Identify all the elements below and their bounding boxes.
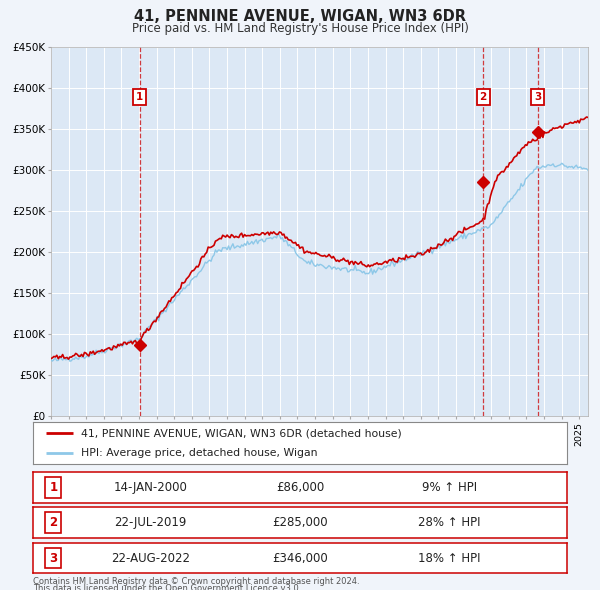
Text: 2: 2 xyxy=(49,516,58,529)
Text: 14-JAN-2000: 14-JAN-2000 xyxy=(113,481,187,494)
Text: £285,000: £285,000 xyxy=(272,516,328,529)
Text: £346,000: £346,000 xyxy=(272,552,328,565)
Text: Contains HM Land Registry data © Crown copyright and database right 2024.: Contains HM Land Registry data © Crown c… xyxy=(33,577,359,586)
Text: 9% ↑ HPI: 9% ↑ HPI xyxy=(422,481,477,494)
Text: 1: 1 xyxy=(136,92,143,102)
Text: 22-AUG-2022: 22-AUG-2022 xyxy=(111,552,190,565)
Text: This data is licensed under the Open Government Licence v3.0.: This data is licensed under the Open Gov… xyxy=(33,584,301,590)
Text: 22-JUL-2019: 22-JUL-2019 xyxy=(114,516,187,529)
Text: 3: 3 xyxy=(49,552,58,565)
Text: 2: 2 xyxy=(479,92,487,102)
Text: £86,000: £86,000 xyxy=(276,481,324,494)
Text: Price paid vs. HM Land Registry's House Price Index (HPI): Price paid vs. HM Land Registry's House … xyxy=(131,22,469,35)
Text: 28% ↑ HPI: 28% ↑ HPI xyxy=(418,516,481,529)
Text: 3: 3 xyxy=(534,92,541,102)
Text: 1: 1 xyxy=(49,481,58,494)
Text: 18% ↑ HPI: 18% ↑ HPI xyxy=(418,552,481,565)
Text: 41, PENNINE AVENUE, WIGAN, WN3 6DR: 41, PENNINE AVENUE, WIGAN, WN3 6DR xyxy=(134,9,466,24)
Text: 41, PENNINE AVENUE, WIGAN, WN3 6DR (detached house): 41, PENNINE AVENUE, WIGAN, WN3 6DR (deta… xyxy=(81,428,402,438)
Text: HPI: Average price, detached house, Wigan: HPI: Average price, detached house, Wiga… xyxy=(81,448,317,458)
